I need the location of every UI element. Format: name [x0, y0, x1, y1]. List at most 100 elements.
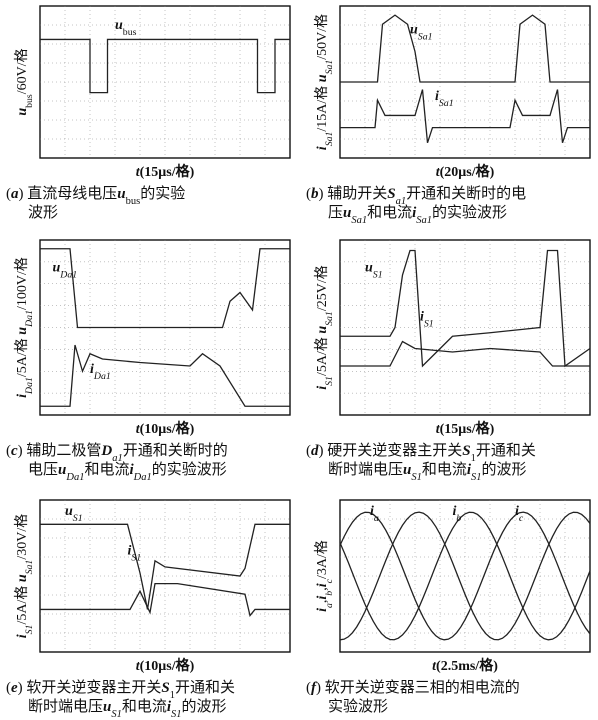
text-segment: b	[456, 513, 461, 524]
text-segment: S1	[324, 376, 335, 386]
text-segment: S1	[411, 472, 422, 483]
text-segment: /5A/格	[14, 582, 30, 624]
y-axis-label: iDa1/5A/格 uDa1/100V/格	[14, 257, 35, 398]
text-segment: 和电流	[84, 461, 129, 478]
text-segment: u	[58, 462, 66, 478]
text-segment: Da1	[59, 269, 77, 280]
text-segment: /100V/格	[14, 257, 30, 310]
text-segment: S1	[111, 709, 122, 720]
caption-line: 实验波形	[328, 698, 388, 715]
text-segment: 开通和关断时的电	[406, 185, 526, 202]
text-segment: /60V/格	[14, 48, 30, 94]
text-segment: 的实验	[140, 185, 185, 202]
x-axis-label: t(20μs/格)	[436, 163, 495, 180]
caption-line: (e) 软开关逆变器主开关S1开通和关	[6, 679, 235, 701]
text-segment: Da1	[24, 310, 35, 328]
text-segment: c	[519, 513, 524, 524]
text-segment: 开通和关断时的	[123, 442, 228, 459]
caption-line: (d) 硬开关逆变器主开关S1开通和关	[306, 442, 536, 464]
panel: iaibicia,ib,ic/3A/格t(2.5ms/格)(f) 软开关逆变器三…	[306, 500, 590, 715]
caption-line: 压uSa1和电流iSa1的实验波形	[328, 204, 507, 226]
text-segment: S1	[73, 513, 83, 524]
text-segment: 开通和关	[175, 679, 235, 696]
caption-line: (a) 直流母线电压ubus的实验	[6, 185, 185, 207]
text-segment: 和电流	[122, 698, 167, 715]
text-segment: u	[117, 186, 125, 202]
text-segment: /3A/格	[314, 540, 330, 579]
text-segment: S1	[424, 318, 434, 329]
text-segment: Sa1	[351, 215, 367, 226]
text-segment: Sa1	[24, 560, 35, 575]
text-segment: /50V/格	[314, 14, 330, 60]
text-segment: u	[343, 205, 351, 221]
text-segment: u	[103, 699, 111, 715]
text-segment: u	[315, 326, 330, 334]
x-axis-label: t(10μs/格)	[136, 420, 195, 437]
y-axis-label: iSa1/15A/格 uSa1/50V/格	[314, 14, 335, 150]
text-segment: 的波形	[182, 698, 227, 715]
caption-line: 断时端电压uS1和电流iS1的波形	[328, 461, 527, 483]
text-segment: 电压	[28, 461, 58, 478]
y-axis-label: iS1/5A/格 uSa1/30V/格	[14, 514, 35, 638]
text-segment: (15μs/格)	[140, 163, 195, 180]
text-segment: Da1	[133, 472, 152, 483]
figure: ubusubus/60V/格t(15μs/格)(a) 直流母线电压ubus的实验…	[0, 0, 598, 720]
text-segment: S	[462, 443, 470, 459]
text-segment: S1	[471, 472, 482, 483]
text-segment: 断时端电压	[28, 698, 103, 715]
caption-line: (c) 辅助二极管Da1开通和关断时的	[6, 442, 228, 464]
text-segment: ) 软开关逆变器三相的相电流的	[316, 679, 520, 696]
text-segment: u	[65, 504, 73, 519]
text-segment: Da1	[24, 377, 35, 395]
caption-line: 波形	[28, 204, 58, 221]
x-axis-label: t(15μs/格)	[436, 420, 495, 437]
text-segment: S1	[373, 269, 383, 280]
text-segment: /15A/格	[314, 82, 330, 131]
y-axis-label: ubus/60V/格	[14, 48, 35, 115]
text-segment: (15μs/格)	[440, 420, 495, 437]
text-segment: Sa1	[324, 132, 335, 147]
text-segment: /5A/格	[314, 334, 330, 376]
text-segment: Da1	[93, 371, 111, 382]
text-segment: 压	[328, 204, 343, 221]
caption-line: (f) 软开关逆变器三相的相电流的	[306, 679, 520, 696]
text-segment: S1	[24, 625, 35, 635]
text-segment: 和电流	[367, 204, 412, 221]
text-segment: S1	[171, 709, 182, 720]
text-segment: u	[365, 261, 373, 276]
text-segment: u	[115, 18, 123, 33]
text-segment: (20μs/格)	[440, 163, 495, 180]
y-axis-label: ia,ib,ic/3A/格	[314, 540, 335, 612]
text-segment: bus	[24, 94, 35, 108]
panel: uDa1iDa1iDa1/5A/格 uDa1/100V/格t(10μs/格)(c…	[6, 240, 290, 483]
text-segment: D	[100, 443, 112, 459]
text-segment: u	[15, 108, 30, 116]
text-segment: ) 辅助开关	[319, 185, 388, 202]
text-segment: 的实验波形	[152, 461, 227, 478]
text-segment: S	[387, 186, 395, 202]
text-segment: /5A/格	[14, 335, 30, 377]
text-segment: (2.5ms/格)	[436, 657, 498, 674]
text-segment: 和电流	[422, 461, 467, 478]
text-segment: ) 软开关逆变器主开关	[18, 679, 162, 696]
text-segment: Da1	[65, 472, 84, 483]
text-segment: (10μs/格)	[140, 420, 195, 437]
text-segment: 实验波形	[328, 698, 388, 715]
text-segment: u	[403, 462, 411, 478]
text-segment: u	[15, 327, 30, 335]
text-segment: a	[374, 513, 379, 524]
text-segment: Sa1	[416, 215, 432, 226]
text-segment: Sa1	[439, 98, 454, 109]
text-segment: 开通和关	[476, 442, 536, 459]
text-segment: 断时端电压	[328, 461, 403, 478]
x-axis-label: t(2.5ms/格)	[432, 657, 498, 674]
caption-line: 断时端电压uS1和电流iS1的波形	[28, 698, 227, 720]
text-segment: (10μs/格)	[140, 657, 195, 674]
text-segment: bus	[126, 196, 141, 207]
text-segment: /30V/格	[14, 514, 30, 560]
text-segment: u	[315, 74, 330, 82]
panel: uSa1iSa1iSa1/15A/格 uSa1/50V/格t(20μs/格)(b…	[306, 6, 590, 226]
text-segment: S	[161, 680, 169, 696]
